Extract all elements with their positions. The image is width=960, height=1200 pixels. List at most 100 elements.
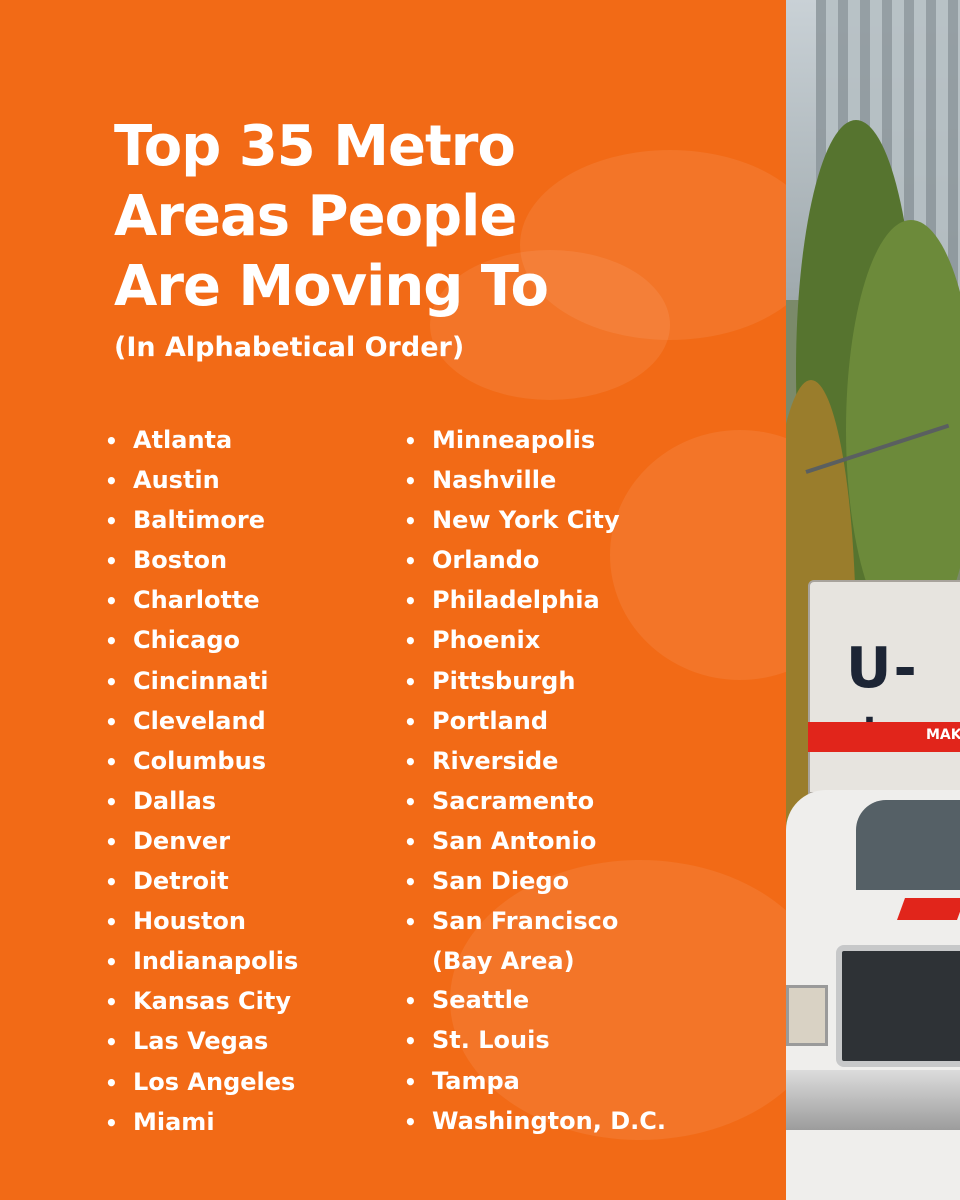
bullet-icon: • xyxy=(105,1070,118,1095)
city-list-item: • San Diego xyxy=(404,862,666,902)
city-list-item: • Los Angeles xyxy=(105,1063,298,1103)
city-name: Baltimore xyxy=(133,506,266,535)
city-name: Philadelphia xyxy=(432,586,600,615)
bullet-icon: • xyxy=(105,1030,118,1055)
bullet-icon: • xyxy=(105,829,118,854)
bullet-icon: • xyxy=(404,429,417,453)
truck-grille xyxy=(836,945,960,1067)
bullet-icon: • xyxy=(105,910,118,935)
city-name: Dallas xyxy=(133,786,217,815)
city-list-item: • Washington, D.C. xyxy=(404,1102,666,1142)
title-line: Areas People xyxy=(114,184,517,249)
city-name: Cleveland xyxy=(133,706,266,735)
city-list-item: • Riverside xyxy=(404,742,666,782)
city-list-item: • Detroit xyxy=(105,862,298,902)
bullet-icon: • xyxy=(105,629,118,654)
city-name: Tampa xyxy=(432,1066,520,1095)
city-list-item: • Dallas xyxy=(105,782,298,822)
city-list-item: • Portland xyxy=(404,702,666,742)
bullet-icon: • xyxy=(404,669,417,694)
bullet-icon: • xyxy=(105,749,118,774)
decorative-blob xyxy=(520,150,786,340)
city-name: Austin xyxy=(133,466,220,495)
orange-panel: Top 35 Metro Areas People Are Moving To … xyxy=(0,0,786,1200)
bullet-icon: • xyxy=(404,589,417,614)
city-name: Detroit xyxy=(133,867,229,896)
bullet-icon: • xyxy=(404,709,417,734)
city-name: New York City xyxy=(432,506,620,535)
city-name: Portland xyxy=(432,706,549,735)
city-list-item: • Denver xyxy=(105,822,298,862)
left-city-list: • Atlanta • Austin • Baltimore • Boston • Charlot… xyxy=(105,421,298,1143)
city-list-item: • Austin xyxy=(105,461,298,501)
city-list-item: • Minneapolis xyxy=(404,421,666,461)
city-list-item: • Houston xyxy=(105,902,298,942)
city-name: St. Louis xyxy=(432,1026,550,1055)
city-list-item: • Tampa xyxy=(404,1062,666,1102)
bullet-icon: • xyxy=(105,1110,118,1135)
city-list-item: • Cleveland xyxy=(105,702,298,742)
truck-stripe-text: MAK xyxy=(926,727,960,743)
city-name: Chicago xyxy=(133,626,241,655)
city-list-item: • Indianapolis xyxy=(105,942,298,982)
city-name: Pittsburgh xyxy=(432,666,576,695)
bullet-icon: • xyxy=(105,990,118,1015)
bullet-icon: • xyxy=(404,629,417,654)
bullet-icon: • xyxy=(105,950,118,975)
truck-hood-stripe xyxy=(896,898,960,920)
city-name: Indianapolis xyxy=(133,947,299,976)
city-name: Seattle xyxy=(432,986,530,1015)
truck-bumper xyxy=(786,1070,960,1130)
title-line: Top 35 Metro xyxy=(114,114,516,179)
city-name: San Diego xyxy=(432,867,570,896)
city-name: Charlotte xyxy=(133,586,260,615)
city-list-item: • Chicago xyxy=(105,621,298,661)
right-city-list: • Minneapolis • Nashville • New York City • Orl… xyxy=(404,421,666,1142)
city-name: San Francisco xyxy=(432,907,619,936)
city-list-item: • San Francisco xyxy=(404,902,666,942)
city-list-item: • Columbus xyxy=(105,742,298,782)
bullet-icon: • xyxy=(105,469,118,494)
bullet-icon: • xyxy=(404,469,417,494)
city-list-item: • Phoenix xyxy=(404,621,666,661)
bullet-icon: • xyxy=(404,749,417,774)
truck-stripe xyxy=(808,722,960,752)
bullet-icon: • xyxy=(404,1029,417,1054)
bullet-icon: • xyxy=(105,669,118,694)
bullet-icon: • xyxy=(105,549,118,574)
truck-headlight xyxy=(786,985,828,1046)
bullet-icon: • xyxy=(105,870,118,895)
city-list-item: • Pittsburgh xyxy=(404,662,666,702)
bullet-icon: • xyxy=(404,789,417,814)
city-list-item: • Philadelphia xyxy=(404,581,666,621)
city-name: Orlando xyxy=(432,546,540,575)
city-list-item: • St. Louis xyxy=(404,1021,666,1061)
city-name: San Antonio xyxy=(432,826,597,855)
city-list-item: • Nashville xyxy=(404,461,666,501)
city-name: Cincinnati xyxy=(133,666,269,695)
bullet-icon: • xyxy=(105,709,118,734)
city-name: Washington, D.C. xyxy=(432,1106,666,1135)
city-name: Phoenix xyxy=(432,626,541,655)
bullet-icon: • xyxy=(404,870,417,895)
subtitle: (In Alphabetical Order) xyxy=(114,332,465,363)
city-name: Sacramento xyxy=(432,786,595,815)
city-list-item: • Miami xyxy=(105,1103,298,1143)
city-list-item: • San Antonio xyxy=(404,822,666,862)
decorative-blob xyxy=(450,860,786,1140)
bullet-icon: • xyxy=(404,989,417,1014)
city-list-item: • Sacramento xyxy=(404,782,666,822)
city-name: Los Angeles xyxy=(133,1067,296,1096)
bullet-icon: • xyxy=(105,509,118,534)
city-name: Atlanta xyxy=(133,426,233,454)
city-name: Houston xyxy=(133,907,246,936)
city-list-item: • Seattle xyxy=(404,981,666,1021)
city-name: Columbus xyxy=(133,746,266,775)
city-list-item: • Charlotte xyxy=(105,581,298,621)
page-title: Top 35 Metro Areas People Are Moving To xyxy=(114,112,549,322)
city-name: Nashville xyxy=(432,466,557,495)
bullet-icon: • xyxy=(404,1109,417,1134)
bullet-icon: • xyxy=(105,789,118,814)
decorative-blob xyxy=(430,250,670,400)
city-list-item: (Bay Area) xyxy=(404,942,666,981)
